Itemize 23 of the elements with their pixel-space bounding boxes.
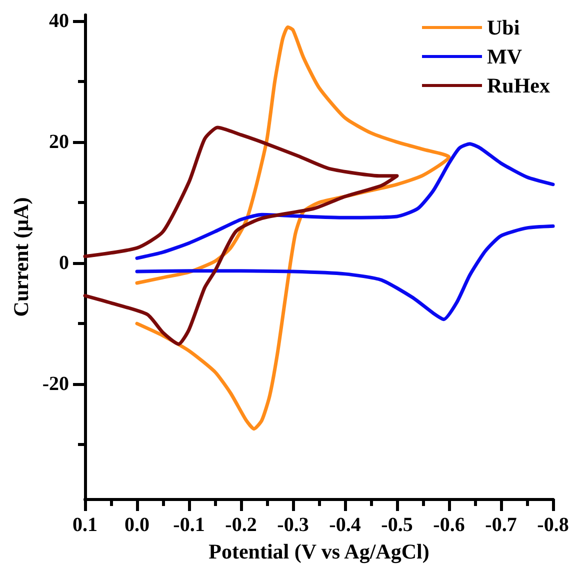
y-tick-label: 40	[49, 10, 69, 32]
x-tick-label: 0.1	[72, 514, 98, 536]
legend-label: RuHex	[487, 74, 550, 98]
x-tick-label: -0.5	[381, 514, 413, 536]
y-axis-title: Current (μA)	[8, 197, 33, 317]
y-tick-label: -20	[42, 373, 69, 396]
legend-label: Ubi	[487, 16, 520, 40]
x-tick-label: 0.0	[124, 514, 150, 536]
line-series	[135, 224, 555, 322]
x-tick-label: -0.6	[433, 514, 465, 536]
x-tick-label: -0.1	[173, 514, 205, 536]
x-tick-label: -0.3	[277, 514, 309, 536]
legend-label: MV	[487, 44, 522, 68]
x-tick-label: -0.7	[485, 514, 517, 536]
line-series	[135, 142, 555, 260]
x-axis-title: Potential (V vs Ag/AgCl)	[208, 540, 430, 564]
x-tick-label: -0.2	[225, 514, 257, 536]
line-series	[83, 126, 399, 346]
y-tick-label: 0	[59, 252, 69, 274]
y-tick-label: 20	[49, 131, 69, 154]
x-tick-label: -0.4	[329, 514, 361, 536]
x-tick-label: -0.8	[537, 514, 569, 536]
line-series	[135, 25, 451, 431]
